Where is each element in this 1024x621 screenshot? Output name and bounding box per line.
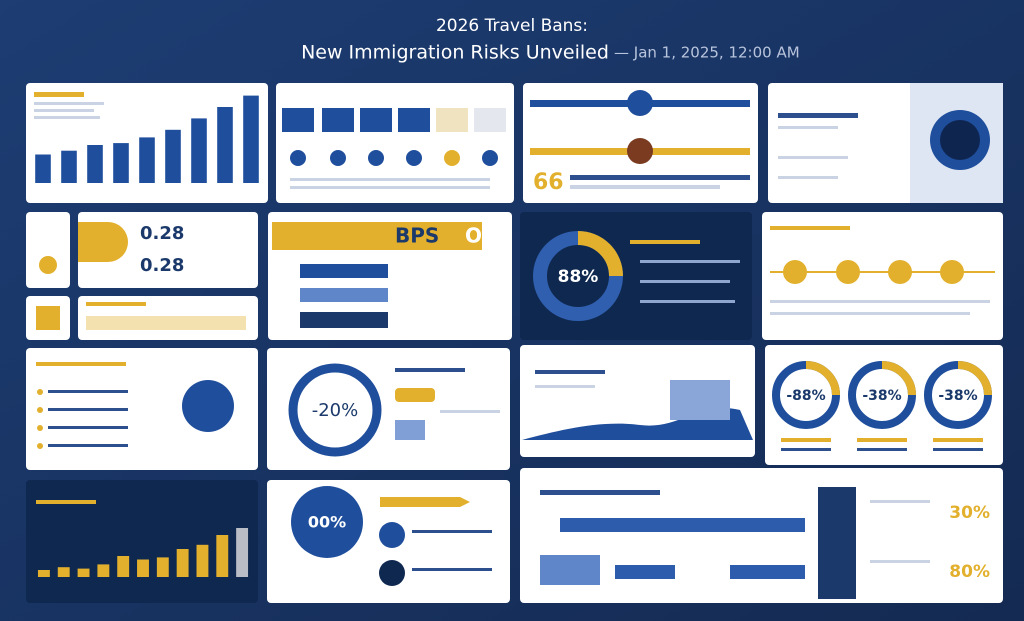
bar — [139, 137, 155, 183]
bar — [37, 570, 50, 577]
stat: 30% — [949, 503, 990, 523]
bar — [61, 150, 77, 183]
bar — [300, 288, 388, 302]
donut-label: 88% — [558, 267, 599, 287]
badge — [395, 388, 435, 402]
panel — [520, 212, 752, 340]
ring-arc — [805, 361, 840, 396]
tab — [78, 222, 128, 262]
text-placeholder — [36, 500, 96, 504]
icon — [39, 256, 57, 274]
icon — [379, 522, 405, 548]
panel — [267, 348, 510, 470]
circle — [291, 486, 363, 558]
ring — [288, 363, 382, 457]
text-placeholder — [640, 280, 730, 283]
bar — [196, 544, 209, 577]
icon — [395, 420, 425, 440]
bar — [113, 143, 129, 183]
banner-text: BPS — [395, 224, 439, 248]
stat: 66 — [533, 170, 564, 195]
stat: 80% — [949, 562, 990, 582]
text-placeholder — [781, 438, 831, 442]
donut-arc — [577, 231, 623, 277]
text-placeholder — [640, 300, 735, 303]
arrow — [380, 497, 470, 507]
ring-arc — [881, 361, 916, 396]
icon — [36, 306, 60, 330]
bar — [35, 154, 51, 183]
banner — [272, 222, 482, 250]
bar — [87, 145, 103, 183]
panel — [762, 212, 1003, 340]
bar — [117, 556, 130, 577]
bar — [191, 118, 207, 183]
bar — [165, 129, 181, 183]
text-placeholder — [395, 368, 465, 372]
circle-label: 00% — [308, 513, 346, 532]
text-placeholder — [34, 92, 84, 97]
ring-label: -88% — [786, 388, 825, 404]
text-placeholder — [535, 370, 605, 374]
bar — [57, 567, 70, 577]
text-placeholder — [86, 302, 146, 306]
bar — [300, 312, 388, 328]
icon — [379, 560, 405, 586]
text-placeholder — [933, 448, 983, 451]
text-placeholder — [34, 109, 94, 112]
mini-bars — [86, 316, 246, 330]
text-placeholder — [412, 530, 492, 533]
list — [36, 362, 234, 449]
bar-chart — [37, 528, 249, 577]
ring-label: -38% — [938, 388, 977, 404]
text-placeholder — [857, 448, 907, 451]
text-placeholder — [34, 116, 100, 119]
timeline — [770, 226, 995, 315]
bar — [156, 557, 169, 577]
sliders — [530, 90, 750, 189]
illustration — [778, 83, 1003, 203]
ring-label: -38% — [862, 388, 901, 404]
text-placeholder — [34, 102, 104, 105]
bar — [176, 549, 189, 577]
bar-chart — [35, 95, 259, 183]
bar — [300, 264, 388, 278]
illustration — [670, 380, 730, 420]
ring-arc — [957, 361, 992, 396]
title: New Immigration Risks Unveiled — [301, 42, 609, 64]
bars — [540, 487, 930, 599]
text-placeholder — [535, 385, 595, 388]
bar — [236, 528, 249, 577]
title: 2026 Travel Bans: — [436, 16, 588, 36]
text-placeholder — [781, 448, 831, 451]
text-placeholder — [440, 410, 500, 413]
panel — [26, 348, 258, 470]
stat: 0.28 — [140, 223, 184, 244]
bar — [216, 535, 229, 577]
text-placeholder — [640, 260, 740, 263]
text-placeholder — [933, 438, 983, 442]
bar — [97, 564, 110, 577]
text-placeholder — [412, 568, 492, 571]
bar — [217, 107, 233, 183]
panel — [26, 212, 70, 288]
text-placeholder — [857, 438, 907, 442]
ring-label: -20% — [312, 400, 359, 421]
panel — [276, 83, 514, 203]
icon-grid — [282, 108, 506, 189]
banner-text: OH — [465, 224, 499, 248]
rings: -88% -38% -38% — [772, 361, 992, 451]
bar — [243, 95, 259, 183]
bar — [77, 568, 90, 577]
stat: 0.28 — [140, 255, 184, 276]
timestamp: — Jan 1, 2025, 12:00 AM — [614, 44, 800, 62]
bar — [137, 559, 149, 577]
text-placeholder — [630, 240, 700, 244]
